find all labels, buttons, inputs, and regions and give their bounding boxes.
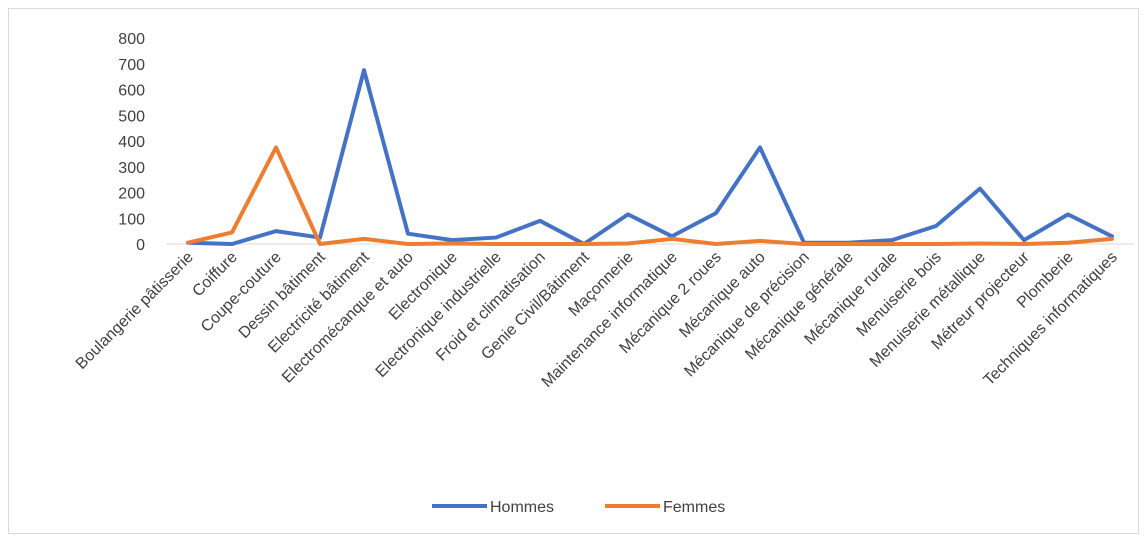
y-tick-label: 800 xyxy=(118,31,145,48)
line-series xyxy=(186,68,1114,246)
y-tick-label: 0 xyxy=(136,237,145,254)
x-tick-label: Coupe-couture xyxy=(198,249,285,336)
y-tick-label: 300 xyxy=(118,160,145,177)
line-series xyxy=(186,145,1114,246)
y-tick-label: 600 xyxy=(118,83,145,100)
x-tick-label: Boulangerie pâtisserie xyxy=(73,249,197,373)
y-tick-label: 700 xyxy=(118,57,145,74)
y-tick-label: 100 xyxy=(118,211,145,228)
y-tick-label: 400 xyxy=(118,134,145,151)
legend-label: Hommes xyxy=(490,499,554,516)
y-tick-label: 500 xyxy=(118,108,145,125)
legend-label: Femmes xyxy=(663,499,725,516)
chart-border xyxy=(8,8,1139,534)
y-tick-label: 200 xyxy=(118,186,145,203)
